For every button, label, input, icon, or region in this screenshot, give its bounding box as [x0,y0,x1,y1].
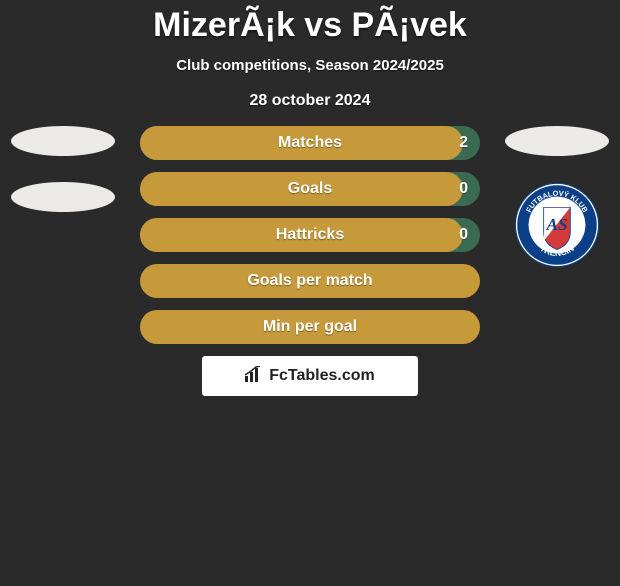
stat-value-right: 0 [459,180,468,198]
branding-text: FcTables.com [269,367,375,385]
left-avatar-column [8,126,118,238]
stat-label: Goals [288,180,332,198]
right-avatar-column: FUTBALOVÝ KLUB TRENČÍN AS ★ ★ [502,126,612,268]
chart-icon [245,366,263,387]
page-title: MizerÃ¡k vs PÃ¡vek [0,6,620,45]
avatar-placeholder [11,126,115,156]
subtitle: Club competitions, Season 2024/2025 [0,57,620,74]
stats-container: Matches 2 Goals 0 Hattricks 0 Goals per match M… [140,126,480,396]
stat-label: Goals per match [247,272,372,290]
stat-row: Hattricks 0 [140,218,480,252]
date-text: 28 october 2024 [0,92,620,110]
svg-text:★: ★ [527,220,535,230]
stat-row: Goals 0 [140,172,480,206]
svg-text:AS: AS [545,215,567,234]
stat-row: Min per goal [140,310,480,344]
branding-box: FcTables.com [202,356,418,396]
avatar-placeholder [11,182,115,212]
svg-text:★: ★ [579,220,587,230]
stat-row: Matches 2 [140,126,480,160]
avatar-placeholder [505,126,609,156]
stat-value-right: 2 [459,134,468,152]
stat-label: Matches [278,134,342,152]
stat-value-right: 0 [459,226,468,244]
stat-label: Hattricks [276,226,344,244]
club-badge-trencin: FUTBALOVÝ KLUB TRENČÍN AS ★ ★ [514,182,600,268]
stat-row: Goals per match [140,264,480,298]
stat-label: Min per goal [263,318,357,336]
